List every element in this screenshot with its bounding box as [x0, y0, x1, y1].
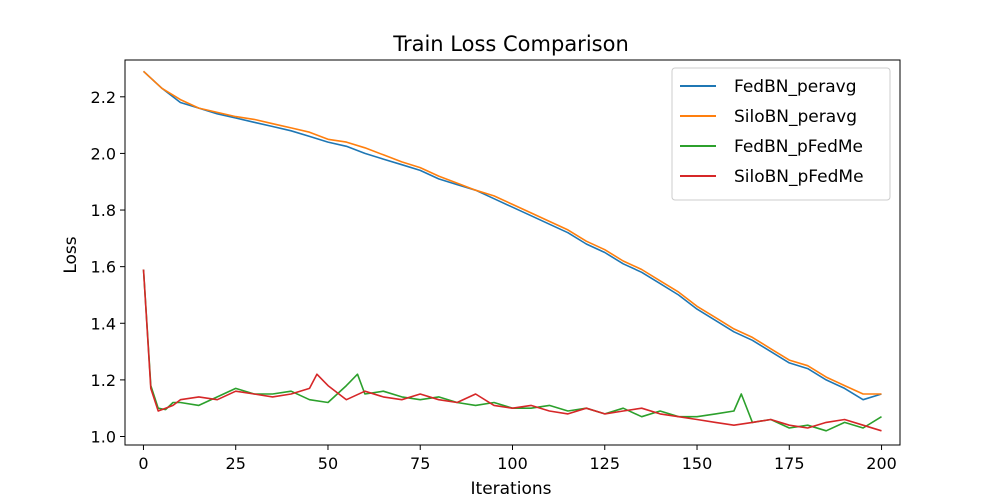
y-axis-label: Loss — [61, 236, 81, 273]
legend: FedBN_peravg SiloBN_peravg FedBN_pFedMe Sil… — [671, 67, 891, 201]
x-tick-label: 75 — [410, 454, 430, 473]
series-line-0 — [142, 70, 882, 401]
x-tick-label: 50 — [318, 454, 338, 473]
x-tick-label: 25 — [226, 454, 246, 473]
legend-label: SiloBN_peravg — [734, 107, 857, 127]
series-line-2 — [142, 269, 882, 432]
x-tick-label: 150 — [682, 454, 713, 473]
y-tick-label: 1.6 — [91, 258, 116, 277]
legend-label: SiloBN_pFedMe — [734, 167, 864, 187]
x-tick-label: 0 — [138, 454, 148, 473]
chart-title: Train Loss Comparison — [392, 32, 629, 56]
y-axis: 1.0 1.2 1.4 1.6 1.8 2.0 2.2 — [91, 88, 125, 447]
x-axis: 0 25 50 75 100 125 150 175 200 — [138, 445, 897, 473]
series-line-3 — [142, 269, 882, 432]
x-tick-label: 125 — [589, 454, 620, 473]
legend-label: FedBN_pFedMe — [734, 137, 863, 157]
legend-label: FedBN_peravg — [734, 77, 857, 97]
y-tick-label: 1.2 — [91, 371, 116, 390]
series-line-1 — [142, 70, 882, 395]
x-tick-label: 100 — [497, 454, 528, 473]
x-tick-label: 175 — [774, 454, 805, 473]
x-axis-label: Iterations — [471, 479, 552, 499]
y-tick-label: 2.0 — [91, 144, 116, 163]
x-tick-label: 200 — [866, 454, 897, 473]
legend-box — [671, 67, 891, 201]
y-tick-label: 2.2 — [91, 88, 116, 107]
y-tick-label: 1.0 — [91, 428, 116, 447]
y-tick-label: 1.4 — [91, 314, 116, 333]
y-tick-label: 1.8 — [91, 201, 116, 220]
